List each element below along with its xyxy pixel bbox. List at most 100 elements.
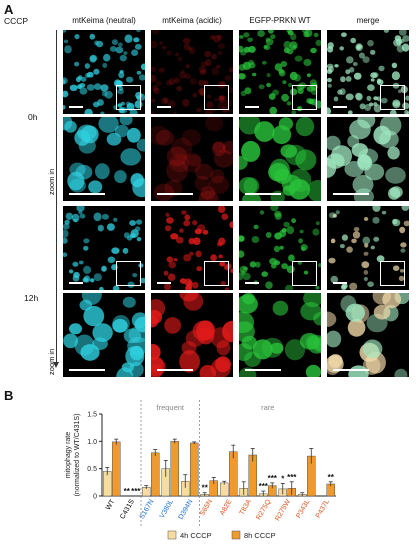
cell [159,41,164,45]
cell-image [151,30,233,114]
cell [103,53,111,62]
cell [168,261,177,269]
cell [394,368,408,377]
cell [359,103,366,110]
cell [207,94,211,99]
cell [332,213,337,218]
cell [361,261,370,269]
significance-marker: ** [328,473,335,482]
cell [65,212,73,220]
cell [288,254,295,262]
cell [104,90,113,99]
cell [265,38,274,46]
cell [199,88,205,94]
cell [222,140,233,155]
cell [239,343,253,361]
cell [257,30,265,37]
cell [196,107,202,113]
cell [101,213,109,220]
cell [362,56,370,63]
cell [179,71,187,79]
cell [84,63,90,69]
cell [313,312,321,326]
cell [229,221,233,229]
cell [84,108,93,114]
cell [278,69,286,77]
cell [239,250,245,258]
cell [288,179,310,200]
cell [136,138,145,152]
cell [205,59,212,67]
scale-bar [157,282,171,284]
cell [284,339,306,361]
scale-bar [333,282,347,284]
cell [297,87,304,95]
cell [192,220,198,226]
cell [382,293,402,309]
cell [179,278,187,284]
category-label-A82E: A82E [219,498,234,517]
cell [327,63,334,69]
cell [213,150,233,168]
cell-image [151,293,233,377]
cell [379,130,399,149]
cell [126,102,135,111]
cell [179,293,199,302]
cell [217,81,226,89]
cell [151,30,160,35]
micrograph-neutral-0h-zoom [63,117,145,201]
cell [183,254,192,262]
category-label-V380L: V380L [159,498,175,519]
cell [239,35,244,39]
cell [373,236,380,242]
cell [63,252,68,257]
cell [331,145,352,167]
cell [398,275,405,282]
cell [385,167,406,184]
cell [64,45,72,54]
cell [222,320,233,343]
cell [111,39,118,45]
significance-marker: *** [287,473,297,482]
cell [151,111,155,114]
cell [163,270,169,276]
cell [117,103,123,108]
cell [404,110,409,114]
cell [367,84,375,91]
cell [348,365,369,377]
cell [200,91,205,96]
cell [270,342,284,354]
cell [327,107,332,114]
cell-image [327,30,409,114]
cell [123,51,128,55]
cell [205,117,224,132]
cell [391,71,400,81]
cell [90,278,95,283]
cell [215,64,221,69]
cell [391,62,398,69]
timepoint-0h: 0h [28,112,38,122]
cell [349,282,358,290]
cell [185,64,190,69]
cell [351,238,357,244]
cell [76,206,85,212]
cell [117,88,124,95]
cccp-label: CCCP [4,16,29,26]
cell [282,80,287,84]
cell [123,232,130,239]
y-tick-label: 1.5 [87,412,97,419]
scale-bar [333,106,347,108]
cell [94,83,102,90]
cell [352,231,361,239]
cell [399,269,405,273]
bar-8h-S167N [151,452,160,497]
cell [253,224,259,230]
cell [164,225,172,232]
cell [80,344,100,361]
cell [63,30,67,33]
cell [390,109,397,114]
micrograph-egfp-0h-zoom [239,117,321,201]
cell [345,303,365,322]
cell [122,296,136,308]
cell [136,70,142,75]
